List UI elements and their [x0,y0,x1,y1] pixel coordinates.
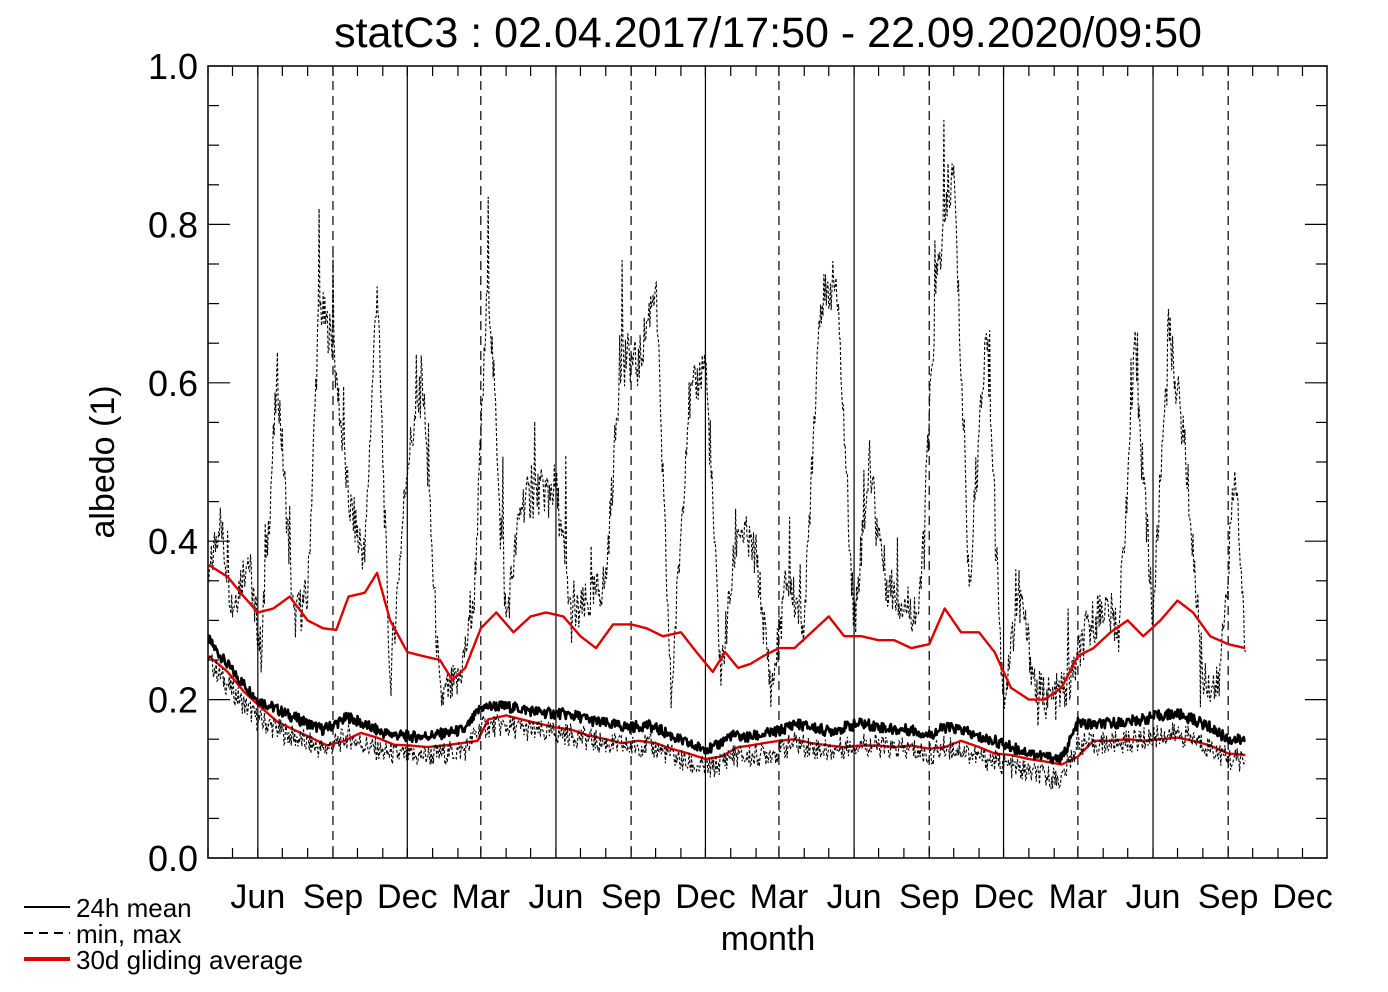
x-tick-label: Mar [750,878,809,916]
legend-label-1: min, max [76,919,181,949]
x-tick-label: Dec [675,878,735,916]
x-tick-label: Sep [303,878,364,916]
legend-label-2: 30d gliding average [76,945,303,975]
series-line-min [208,654,1246,790]
y-tick-label: 0.8 [148,204,198,245]
x-tick-label: Dec [973,878,1033,916]
series-line-3 [208,655,1246,766]
legend-label-0: 24h mean [76,893,192,923]
x-tick-label: Mar [1049,878,1108,916]
x-tick-label: Jun [827,878,882,916]
chart-title: statC3 : 02.04.2017/17:50 - 22.09.2020/0… [334,9,1202,57]
x-tick-label: Sep [1198,878,1259,916]
y-tick-label: 0.4 [148,521,198,562]
series-line-0 [208,634,1246,765]
x-tick-label: Jun [1126,878,1181,916]
y-tick-label: 0.6 [148,363,198,404]
x-tick-label: Jun [230,878,285,916]
y-tick-label: 0.2 [148,680,198,721]
x-axis: Jun Sep Dec Mar Jun Sep Dec Mar Jun Sep Dec Mar Jun S… [207,66,1333,916]
x-tick-label: Dec [377,878,437,916]
y-tick-label: 0.0 [148,838,198,879]
x-axis-label: month [721,920,816,958]
x-tick-label: Mar [452,878,511,916]
x-tick-label: Sep [899,878,960,916]
series-line-2 [208,563,1246,701]
y-axis-label: albedo (1) [84,385,122,538]
y-axis: 0.0 0.2 0.4 0.6 0.8 1.0 [148,46,1327,879]
x-tick-label: Dec [1272,878,1332,916]
x-tick-label: Jun [529,878,584,916]
y-tick-label: 1.0 [148,46,198,87]
x-tick-label: Sep [601,878,662,916]
series-layer [208,119,1246,790]
series-line-1 [208,119,1246,727]
